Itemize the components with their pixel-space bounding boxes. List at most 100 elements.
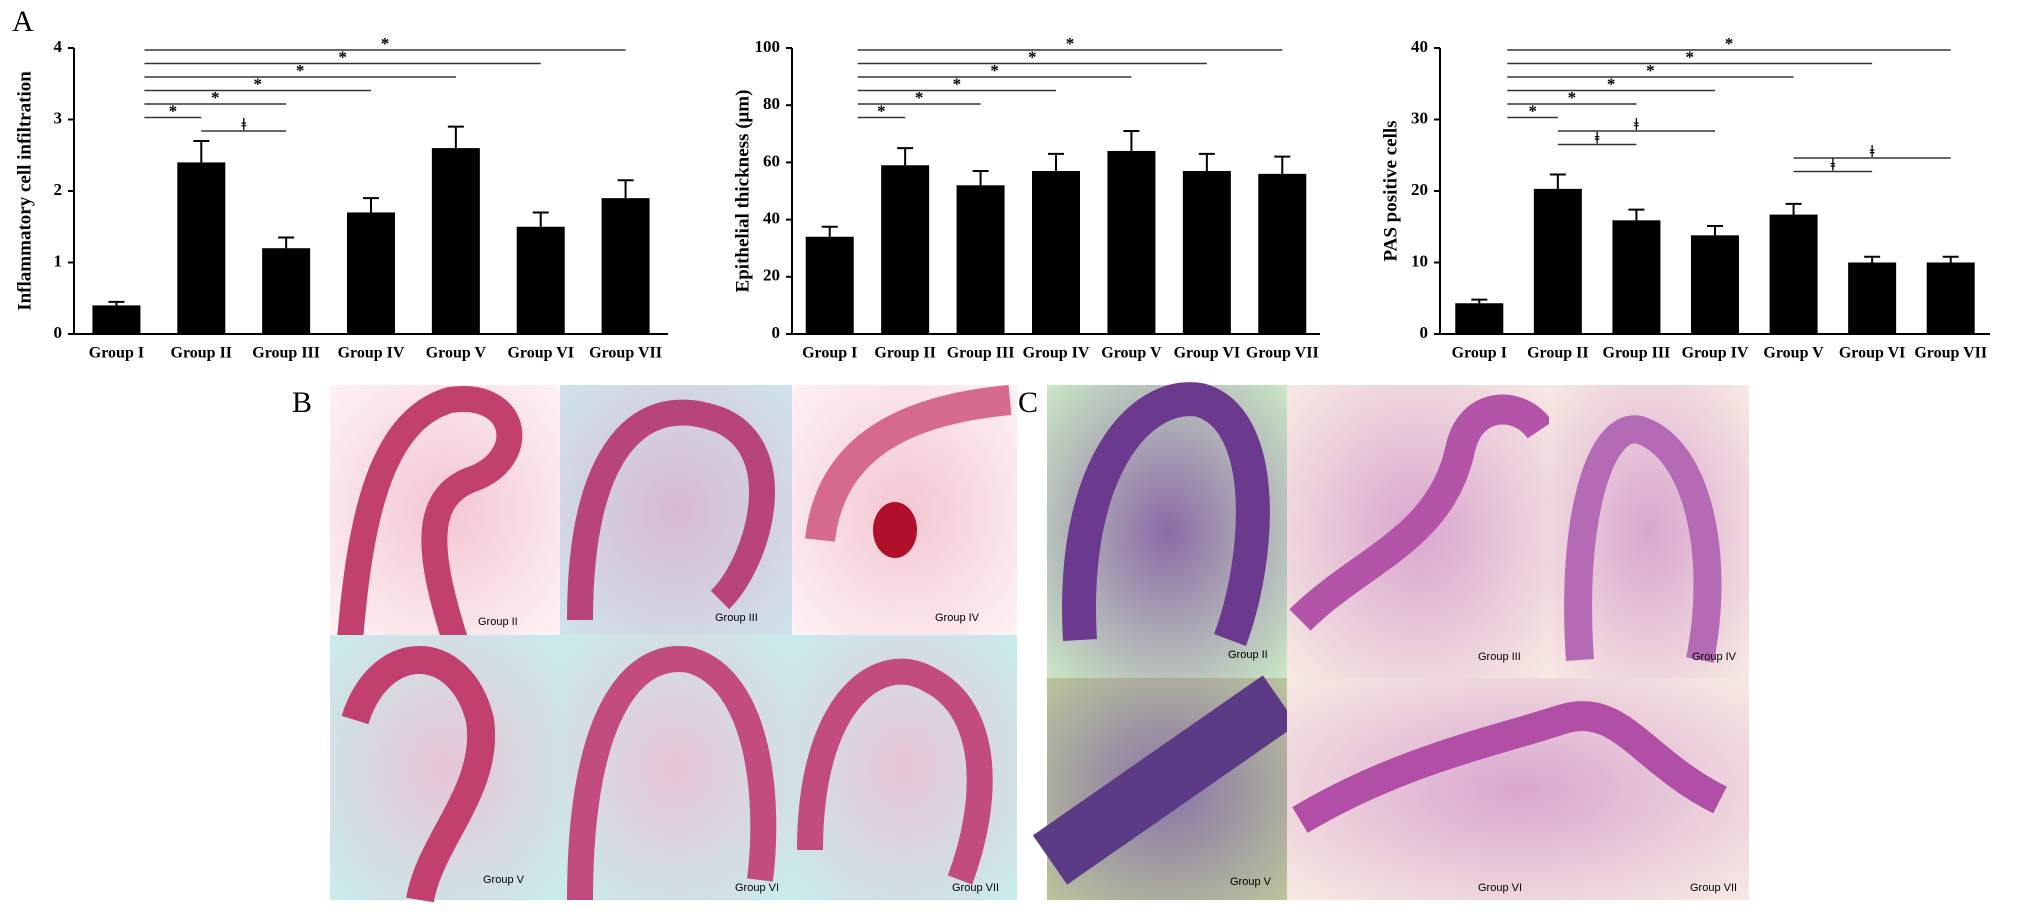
tissue [1032,675,1298,885]
significance-mark: * [990,61,999,80]
y-tick-label: 0 [772,323,781,342]
significance-mark: ǂ [1870,142,1875,161]
image-caption: Group IV [935,612,980,624]
y-tick-label: 1 [54,251,63,270]
significance-mark: * [1725,34,1734,53]
histology-c: Group II Group III Group IV Group V Grou… [1032,382,1749,900]
x-tick-label: Group VI [507,345,574,362]
bar [431,148,480,334]
bar [805,236,854,334]
error-bar [1048,152,1064,171]
image-caption: Group II [478,616,518,628]
image-caption: Group VII [1690,882,1737,894]
significance-mark: ǂ [1595,128,1600,147]
y-tick-label: 20 [1411,180,1428,199]
tissue [567,646,777,901]
tissue [341,646,496,903]
image-caption: Group VI [735,882,779,894]
y-tick-label: 80 [763,94,780,113]
x-tick-label: Group IV [1682,345,1749,362]
bar [1926,262,1975,334]
x-tick-label: Group I [1452,345,1507,362]
y-axis-title: PAS positive cells [1380,120,1401,261]
error-bar [1864,255,1881,263]
significance-mark: * [953,74,962,93]
error-bar [193,139,210,163]
y-tick-label: 40 [1411,37,1428,56]
x-tick-label: Group III [252,345,320,362]
image-caption: Group V [1230,876,1272,888]
image-caption: Group IV [1692,651,1737,663]
error-bar [532,211,549,227]
significance-mark: * [169,101,178,120]
image-caption: Group II [1228,649,1268,661]
significance-mark: * [211,88,220,107]
x-tick-label: Group I [802,345,857,362]
y-tick-label: 0 [54,323,63,342]
bar [601,198,650,334]
bar [1182,170,1231,334]
error-bar [1549,173,1566,189]
error-bar [617,179,634,199]
error-bar [447,125,464,149]
error-bar [278,236,295,249]
significance-mark: * [253,74,262,93]
significance-mark: * [915,88,924,107]
error-bar [1628,208,1645,221]
bar [1691,235,1739,334]
y-tick-label: 100 [755,37,781,56]
y-tick-label: 3 [54,108,63,127]
x-tick-label: Group V [1101,345,1162,362]
tissue [1062,382,1270,646]
x-tick-label: Group V [1763,345,1824,362]
image-caption: Group III [1478,651,1521,663]
y-axis-title: Epithelial thickness (μm) [732,90,753,293]
significance-mark: * [1607,74,1616,93]
tissue [1564,415,1722,663]
panel-label: C [1018,386,1038,419]
image-caption: Group VI [1478,882,1522,894]
bar [516,226,565,334]
y-tick-label: 2 [54,180,63,199]
bar [1032,170,1080,334]
x-tick-label: Group VI [1839,345,1906,362]
tissue [337,386,523,644]
bar [1258,173,1307,334]
tissue [805,385,1012,543]
significance-mark: ǂ [1830,155,1835,174]
bar [1455,303,1504,334]
error-bar [821,225,838,237]
bar [881,165,930,334]
y-tick-label: 60 [763,151,780,170]
bar [1612,220,1661,334]
bar [956,185,1005,334]
x-tick-label: Group I [89,345,144,362]
x-tick-label: Group VII [1914,345,1987,362]
bar [1848,262,1897,334]
bar [1107,150,1156,334]
panel-label: B [292,386,312,419]
y-tick-label: 10 [1411,251,1428,270]
significance-mark: * [1028,47,1037,66]
x-tick-label: Group IV [338,345,405,362]
significance-mark: * [1568,88,1577,107]
x-tick-label: Group II [874,345,936,362]
y-tick-label: 30 [1411,108,1428,127]
significance-mark: ǂ [241,115,246,134]
x-tick-label: Group VII [589,345,662,362]
significance-mark: * [877,101,886,120]
bar [1769,214,1818,334]
significance-mark: * [1646,61,1655,80]
y-tick-label: 20 [763,266,780,285]
histology-b: Group II Group III Group IV Group V Grou… [330,385,1017,903]
y-axis-title: Inflammatory cell infiltration [14,71,35,311]
significance-mark: * [381,34,390,53]
bar [177,162,226,334]
error-bar [1707,225,1723,236]
x-tick-label: Group VII [1246,345,1319,362]
tissue [567,399,775,621]
significance-mark: * [1528,101,1537,120]
bar [347,212,395,334]
bar [262,248,311,334]
